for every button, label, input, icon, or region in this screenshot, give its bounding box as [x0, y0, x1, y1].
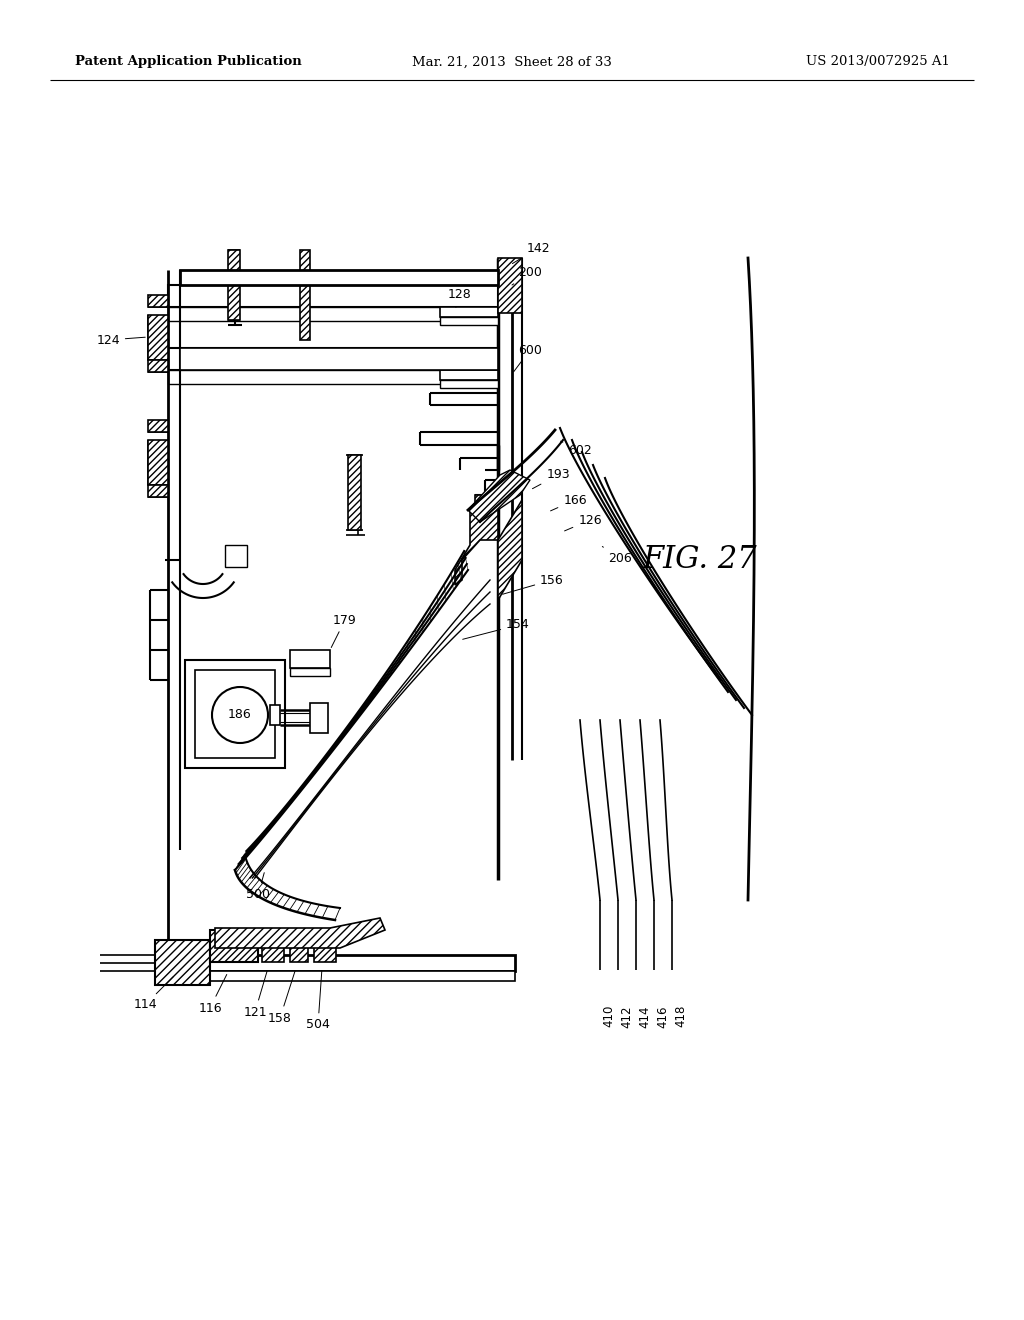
Text: Patent Application Publication: Patent Application Publication [75, 55, 302, 69]
Bar [440, 380, 498, 388]
Polygon shape [468, 470, 530, 521]
Text: 126: 126 [564, 513, 602, 531]
Text: 206: 206 [602, 546, 632, 565]
Bar [148, 294, 168, 308]
Bar [440, 317, 498, 325]
Bar [168, 308, 498, 321]
Bar [228, 249, 240, 319]
Bar [180, 271, 498, 285]
Bar [155, 940, 210, 985]
Bar [290, 931, 308, 962]
Bar [168, 370, 498, 384]
Text: 158: 158 [268, 970, 295, 1024]
Bar [440, 370, 498, 380]
Bar [210, 931, 258, 962]
Text: 504: 504 [306, 970, 330, 1031]
Text: 121: 121 [243, 970, 267, 1019]
Text: Mar. 21, 2013  Sheet 28 of 33: Mar. 21, 2013 Sheet 28 of 33 [412, 55, 612, 69]
Text: 186: 186 [228, 709, 252, 722]
Text: 193: 193 [532, 469, 569, 488]
Text: 412: 412 [620, 1005, 633, 1027]
Text: 166: 166 [551, 494, 587, 511]
Text: 600: 600 [514, 343, 542, 372]
Bar [195, 671, 275, 758]
Text: 410: 410 [602, 1005, 615, 1027]
Text: US 2013/0072925 A1: US 2013/0072925 A1 [806, 55, 950, 69]
Bar [155, 972, 515, 981]
Text: 414: 414 [638, 1005, 651, 1027]
Bar [498, 257, 522, 313]
Bar [155, 954, 515, 972]
Text: 179: 179 [331, 614, 357, 648]
Bar [440, 308, 498, 317]
Text: FIG. 27: FIG. 27 [643, 544, 758, 576]
Bar [180, 348, 498, 370]
Bar [168, 285, 498, 308]
Text: 142: 142 [512, 242, 550, 264]
Text: 128: 128 [449, 289, 472, 308]
Text: 114: 114 [133, 977, 173, 1011]
Bar [300, 249, 310, 341]
Polygon shape [498, 500, 522, 601]
Bar [225, 545, 247, 568]
Bar [168, 348, 498, 370]
Bar [314, 931, 336, 962]
Bar [148, 420, 168, 432]
Polygon shape [215, 917, 385, 948]
Bar [348, 455, 361, 531]
Bar [270, 705, 280, 725]
Text: 416: 416 [656, 1005, 669, 1027]
Bar [290, 649, 330, 668]
Bar [185, 660, 285, 768]
Polygon shape [455, 495, 498, 585]
Text: 156: 156 [503, 573, 564, 594]
Bar [148, 315, 168, 360]
Text: 500: 500 [246, 873, 270, 902]
Bar [148, 484, 168, 498]
Bar [148, 440, 168, 484]
Circle shape [212, 686, 268, 743]
Bar [262, 931, 284, 962]
Text: 200: 200 [512, 267, 542, 285]
Bar [148, 360, 168, 372]
Text: 124: 124 [96, 334, 145, 346]
Text: 154: 154 [463, 619, 529, 639]
Text: 116: 116 [199, 974, 226, 1015]
Bar [310, 704, 328, 733]
Text: 602: 602 [560, 441, 592, 457]
Bar [290, 668, 330, 676]
Text: 418: 418 [674, 1005, 687, 1027]
